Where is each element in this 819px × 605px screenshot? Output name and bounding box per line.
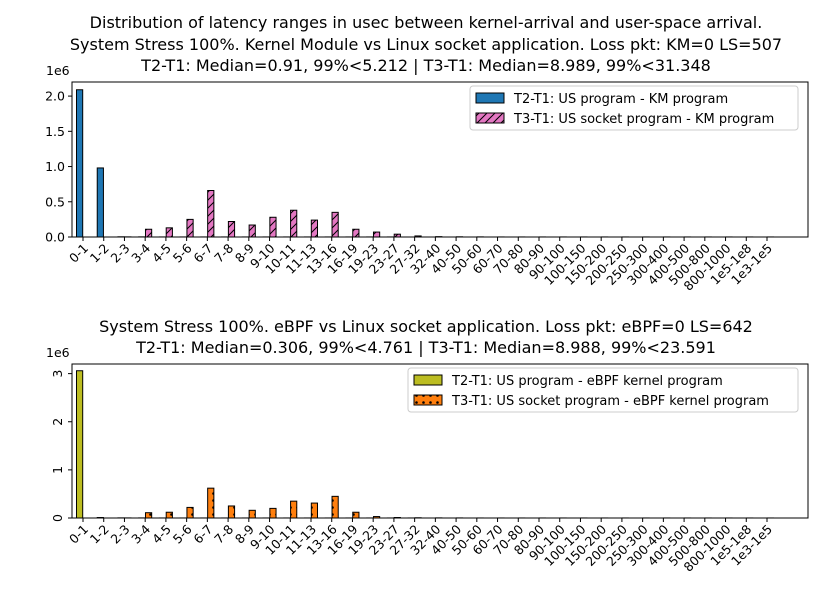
legend-swatch-hatch-series-2	[414, 395, 442, 405]
bar-hatch-series-2-13-16	[332, 212, 338, 237]
bar-hatch-series-2-4-5	[166, 512, 172, 518]
chart-top: Distribution of latency ranges in usec b…	[45, 13, 808, 294]
legend: T2-T1: US program - KM program T3-T1: US…	[470, 86, 798, 130]
y-tick-label: 1.5	[45, 124, 65, 139]
bar-hatch-series-2-10-11	[291, 501, 297, 518]
chart-bottom: System Stress 100%. eBPF vs Linux socket…	[46, 317, 808, 575]
bar-hatch-series-2-4-5	[166, 228, 172, 237]
chart-title-line-2: T2-T1: Median=0.306, 99%<4.761 | T3-T1: …	[135, 338, 716, 357]
bar-hatch-series-2-8-9	[249, 510, 255, 518]
legend-label-series-2: T3-T1: US socket program - eBPF kernel p…	[451, 394, 769, 409]
legend-label-series-2: T3-T1: US socket program - KM program	[513, 112, 774, 127]
y-tick-label: 0.0	[45, 230, 65, 245]
bar-hatch-series-2-5-6	[187, 219, 193, 237]
bar-hatch-series-2-16-19	[353, 512, 359, 518]
chart-title-line-1: System Stress 100%. eBPF vs Linux socket…	[99, 317, 753, 336]
bar-hatch-series-2-6-7	[208, 488, 214, 518]
x-axis: 0-11-22-33-44-55-66-77-88-99-1010-1111-1…	[66, 518, 775, 575]
chart-title: Distribution of latency ranges in usec b…	[70, 13, 782, 75]
legend-swatch-hatch-series-2	[476, 113, 504, 123]
chart-title-line-3: T2-T1: Median=0.91, 99%<5.212 | T3-T1: M…	[140, 56, 711, 75]
bar-series-1-0-1	[77, 90, 83, 237]
legend: T2-T1: US program - eBPF kernel program …	[408, 368, 798, 412]
y-axis: 0 1 2 3	[50, 370, 72, 522]
bar-hatch-series-2-11-13	[311, 220, 317, 237]
bar-hatch-series-2-7-8	[228, 506, 234, 518]
y-tick-label: 3	[50, 370, 65, 378]
bar-hatch-series-2-3-4	[145, 513, 151, 518]
legend-swatch-series-1	[476, 93, 504, 103]
y-tick-label: 1.0	[45, 159, 65, 174]
bar-hatch-series-2-8-9	[249, 225, 255, 237]
bar-hatch-series-2-3-4	[145, 229, 151, 237]
legend-swatch-series-1	[414, 375, 442, 385]
bar-hatch-series-2-9-10	[270, 217, 276, 237]
bar-hatch-series-2-10-11	[291, 210, 297, 237]
bar-hatch-series-2-9-10	[270, 508, 276, 518]
x-axis: 0-11-22-33-44-55-66-77-88-99-1010-1111-1…	[66, 237, 775, 294]
bar-hatch-series-2-5-6	[187, 507, 193, 518]
bar-hatch-series-2-7-8	[228, 222, 234, 238]
bar-hatch-series-2-19-23	[373, 232, 379, 237]
bar-hatch-series-2-11-13	[311, 503, 317, 518]
chart-title: System Stress 100%. eBPF vs Linux socket…	[99, 317, 753, 357]
legend-label-series-1: T2-T1: US program - eBPF kernel program	[451, 374, 723, 389]
chart-title-line-2: System Stress 100%. Kernel Module vs Lin…	[70, 35, 782, 54]
y-tick-label: 0.5	[45, 194, 65, 209]
chart-title-line-1: Distribution of latency ranges in usec b…	[90, 13, 763, 32]
y-axis: 0.0 0.5 1.0 1.5 2.0	[45, 89, 72, 245]
y-scale-label: 1e6	[46, 345, 70, 360]
y-tick-label: 1	[50, 466, 65, 474]
bar-series-1-1-2	[97, 168, 103, 237]
y-scale-label: 1e6	[46, 63, 70, 78]
bar-hatch-series-2-13-16	[332, 496, 338, 518]
bar-hatch-series-2-16-19	[353, 229, 359, 237]
legend-label-series-1: T2-T1: US program - KM program	[513, 92, 728, 107]
y-tick-label: 0	[50, 514, 65, 522]
y-tick-label: 2	[50, 418, 65, 426]
bar-series-1-0-1	[77, 371, 83, 518]
bar-hatch-series-2-6-7	[208, 191, 214, 238]
y-tick-label: 2.0	[45, 89, 65, 104]
